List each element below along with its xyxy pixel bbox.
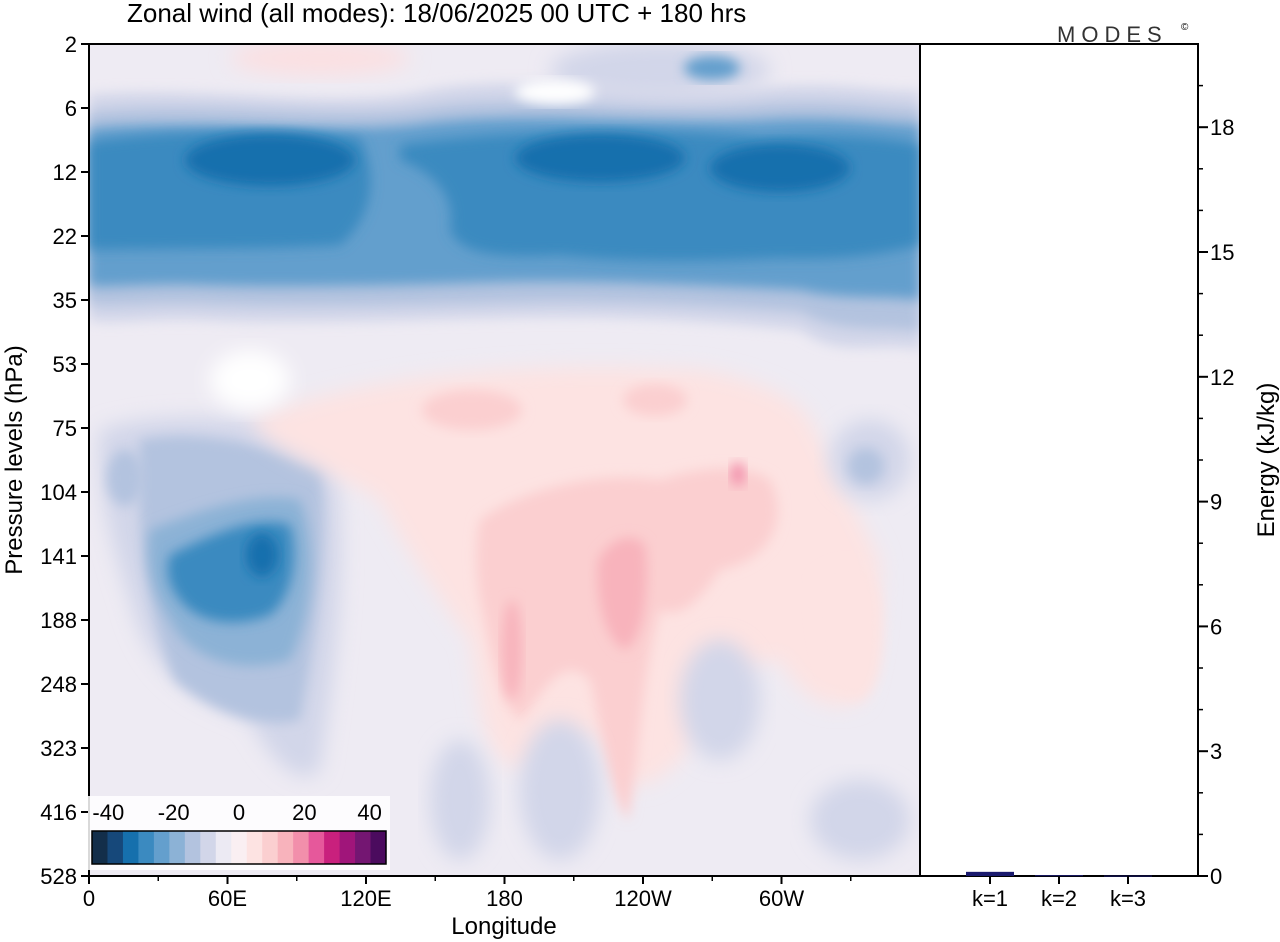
heatmap-field <box>89 44 920 860</box>
colorbar-swatch <box>370 831 387 864</box>
wavenumber-tick-label: k=1 <box>972 886 1008 911</box>
energy-axis-label: Energy (kJ/kg) <box>1253 383 1280 538</box>
colorbar-swatch <box>293 831 310 864</box>
colorbar-swatch <box>92 831 108 864</box>
energy-tick-label: 12 <box>1210 365 1234 390</box>
y-tick-label: 53 <box>53 352 77 377</box>
y-tick-label: 248 <box>40 672 77 697</box>
energy-tick-label: 9 <box>1210 490 1222 515</box>
colorbar-tick-label: 20 <box>292 800 316 825</box>
energy-tick-label: 18 <box>1210 115 1234 140</box>
colorbar-swatch <box>153 831 170 864</box>
pressure-axis: 2 6 12 22 35 53 75 104 141 188 248 323 416 528 <box>40 32 89 889</box>
heatmap-plot <box>88 43 921 877</box>
contour-westerly-5 <box>422 390 522 430</box>
colorbar-swatch <box>246 831 263 864</box>
contour-east-patch-3 <box>430 740 490 860</box>
modes-logo: MODES <box>1057 22 1168 47</box>
modes-logo-mark: © <box>1181 22 1189 33</box>
contour-jet-max-3 <box>710 144 850 192</box>
energy-tick-label: 15 <box>1210 240 1234 265</box>
y-tick-label: 188 <box>40 608 77 633</box>
energy-tick-label: 0 <box>1210 864 1222 889</box>
contour-westerly-6 <box>623 384 687 416</box>
energy-tick-label: 6 <box>1210 614 1222 639</box>
x-tick-label: 120E <box>340 886 391 911</box>
y-tick-label: 6 <box>65 96 77 121</box>
contour-upper-east-2 <box>684 56 740 80</box>
y-tick-label: 323 <box>40 736 77 761</box>
y-tick-label: 416 <box>40 800 77 825</box>
x-tick-label: 180 <box>486 886 523 911</box>
y-tick-label: 35 <box>53 288 77 313</box>
colorbar-swatch <box>355 831 372 864</box>
colorbar-tick-label: -20 <box>158 800 190 825</box>
y-axis-label: Pressure levels (hPa) <box>1 345 28 574</box>
longitude-axis: 0 60E 120E 180 120W 60W <box>83 876 852 911</box>
colorbar-tick-label: 40 <box>357 800 381 825</box>
colorbar: -40 -20 0 20 40 <box>88 796 390 870</box>
x-tick-label: 120W <box>614 886 672 911</box>
colorbar-swatch <box>107 831 124 864</box>
contour-east-patch-6 <box>680 640 760 760</box>
contour-westerly-3 <box>502 600 522 700</box>
colorbar-swatch <box>215 831 232 864</box>
colorbar-swatch <box>339 831 356 864</box>
chart-title: Zonal wind (all modes): 18/06/2025 00 UT… <box>127 0 746 28</box>
contour-upper-mid <box>515 80 595 104</box>
contour-westerly-2 <box>597 537 647 650</box>
energy-bar <box>1035 875 1083 877</box>
wavenumber-axis: k=1 k=2 k=3 <box>972 876 1146 911</box>
colorbar-tick-label: -40 <box>92 800 124 825</box>
x-tick-label: 60W <box>759 886 804 911</box>
colorbar-swatch <box>169 831 186 864</box>
contour-jet-max-1 <box>185 134 355 186</box>
colorbar-swatch <box>200 831 217 864</box>
contour-white-1 <box>210 350 290 410</box>
colorbar-swatch <box>184 831 201 864</box>
y-tick-label: 104 <box>40 480 77 505</box>
colorbar-swatch <box>308 831 325 864</box>
contour-westerly-4 <box>731 462 745 486</box>
contour-westerly-east <box>815 564 882 700</box>
x-tick-label: 60E <box>208 886 247 911</box>
contour-mid-easterly-core <box>246 533 278 577</box>
energy-bar <box>966 871 1014 876</box>
y-tick-label: 141 <box>40 544 77 569</box>
colorbar-frame <box>91 830 387 865</box>
contour-east-patch-4 <box>520 720 600 860</box>
colorbar-swatch <box>122 831 139 864</box>
contour-west-edge <box>107 450 143 506</box>
colorbar-swatch <box>231 831 248 864</box>
x-axis-label: Longitude <box>451 913 556 940</box>
wavenumber-tick-label: k=2 <box>1041 886 1077 911</box>
y-tick-label: 22 <box>53 224 77 249</box>
colorbar-swatch <box>277 831 294 864</box>
y-tick-label: 12 <box>53 160 77 185</box>
energy-tick-label: 3 <box>1210 739 1222 764</box>
y-tick-label: 2 <box>65 32 77 57</box>
energy-axis: 0 3 6 9 12 15 18 <box>1198 84 1234 889</box>
energy-panel-frame <box>919 43 1199 877</box>
colorbar-swatch <box>262 831 279 864</box>
colorbar-tick-label: 0 <box>233 800 245 825</box>
wavenumber-tick-label: k=3 <box>1110 886 1146 911</box>
contour-jet-max-2 <box>515 134 685 182</box>
y-tick-label: 75 <box>53 416 77 441</box>
colorbar-swatch <box>324 831 341 864</box>
contour-east-patch-5 <box>810 780 910 860</box>
x-tick-label: 0 <box>83 886 95 911</box>
contour-east-patch-2 <box>848 448 884 484</box>
contour-upper-west-1 <box>230 44 410 76</box>
energy-panel: 0 3 6 9 12 15 18 k=1 k=2 k=3 <box>919 43 1234 911</box>
y-tick-label: 528 <box>40 864 77 889</box>
colorbar-swatch <box>138 831 155 864</box>
